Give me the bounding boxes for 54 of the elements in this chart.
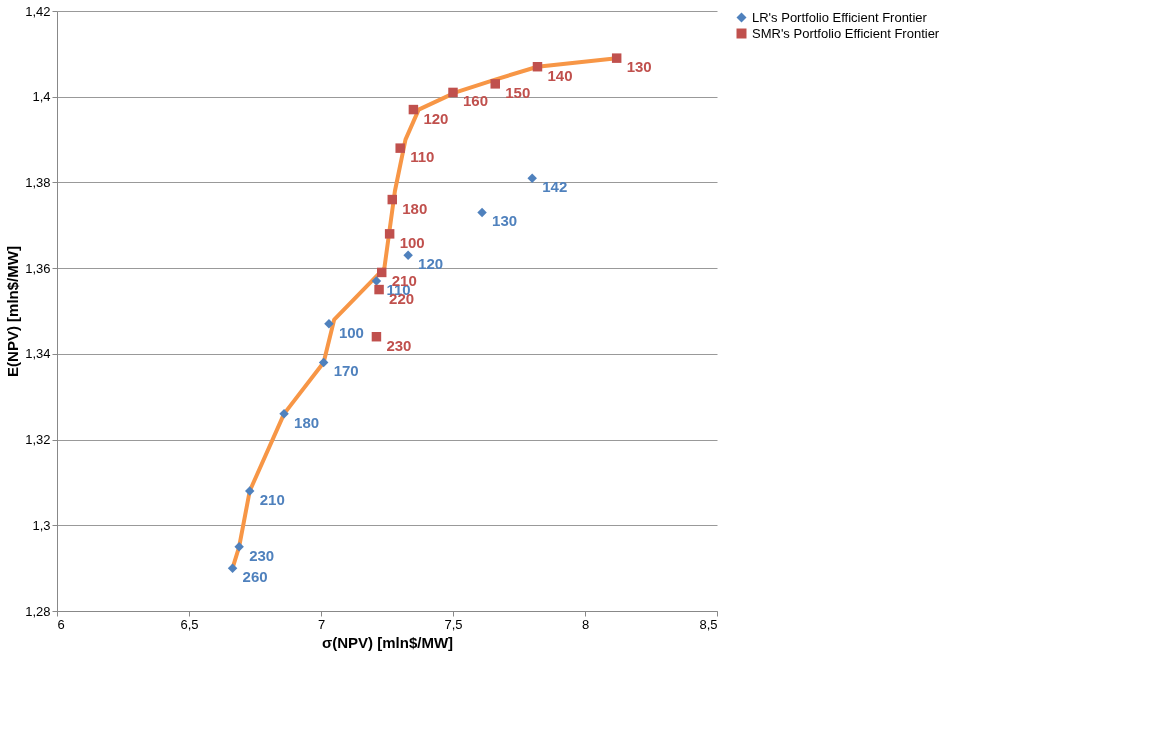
- legend-label: LR's Portfolio Efficient Frontier: [752, 9, 928, 25]
- point: [532, 61, 543, 72]
- legend-label: SMR's Portfolio Efficient Frontier: [752, 25, 940, 41]
- point: [227, 563, 238, 573]
- x-tick-label: 8,5: [699, 616, 718, 632]
- annotation: 120: [418, 255, 444, 273]
- point: [374, 284, 384, 295]
- point: [477, 207, 487, 218]
- annotation: 210: [259, 491, 285, 508]
- point: [408, 104, 419, 115]
- y-axis-title: E(NPV) [mln$/MW]: [4, 246, 22, 377]
- x-tick-label: 6: [57, 616, 65, 632]
- y-tick-label: 1,3: [32, 517, 51, 533]
- y-tick-label: 1,34: [25, 346, 51, 362]
- point: [611, 53, 622, 63]
- y-tick-label: 1,32: [25, 432, 51, 448]
- annotation: 100: [338, 323, 364, 341]
- point: [387, 194, 398, 205]
- y-tick-label: 1,38: [25, 174, 51, 190]
- annotation: 230: [386, 336, 412, 354]
- y-tick-label: 1,28: [25, 603, 51, 619]
- point: [403, 250, 413, 261]
- point: [527, 173, 537, 183]
- annotation: 140: [547, 66, 573, 84]
- point: [244, 486, 255, 496]
- x-tick-label: 6,5: [180, 616, 199, 632]
- annotation: 120: [423, 109, 449, 127]
- x-tick-label: 8: [581, 616, 590, 632]
- x-axis-title: σ(NPV) [mln$/MW]: [321, 633, 454, 651]
- annotation: 100: [399, 233, 425, 251]
- annotation: 142: [542, 178, 568, 196]
- annotation: 110: [410, 148, 435, 166]
- point: [448, 87, 458, 98]
- point: [318, 357, 329, 368]
- annotation: 230: [249, 546, 275, 564]
- point: [234, 541, 244, 552]
- point: [376, 267, 387, 278]
- point: [490, 79, 500, 89]
- annotation: 260: [242, 568, 268, 586]
- annotation: 170: [333, 362, 359, 380]
- y-tick-label: 1,4: [32, 89, 51, 105]
- annotation: 180: [294, 413, 320, 431]
- point: [395, 143, 405, 153]
- y-tick-label: 1,42: [25, 3, 51, 19]
- x-tick-label: 7,5: [444, 616, 463, 632]
- annotation: 130: [626, 58, 652, 76]
- annotation: 180: [402, 199, 428, 217]
- y-tick-label: 1,36: [25, 260, 51, 276]
- annotation: 150: [505, 83, 531, 101]
- x-tick-label: 7: [317, 616, 326, 632]
- point: [371, 276, 382, 286]
- point: [384, 229, 395, 239]
- point: [371, 331, 382, 342]
- annotation: 130: [492, 212, 518, 230]
